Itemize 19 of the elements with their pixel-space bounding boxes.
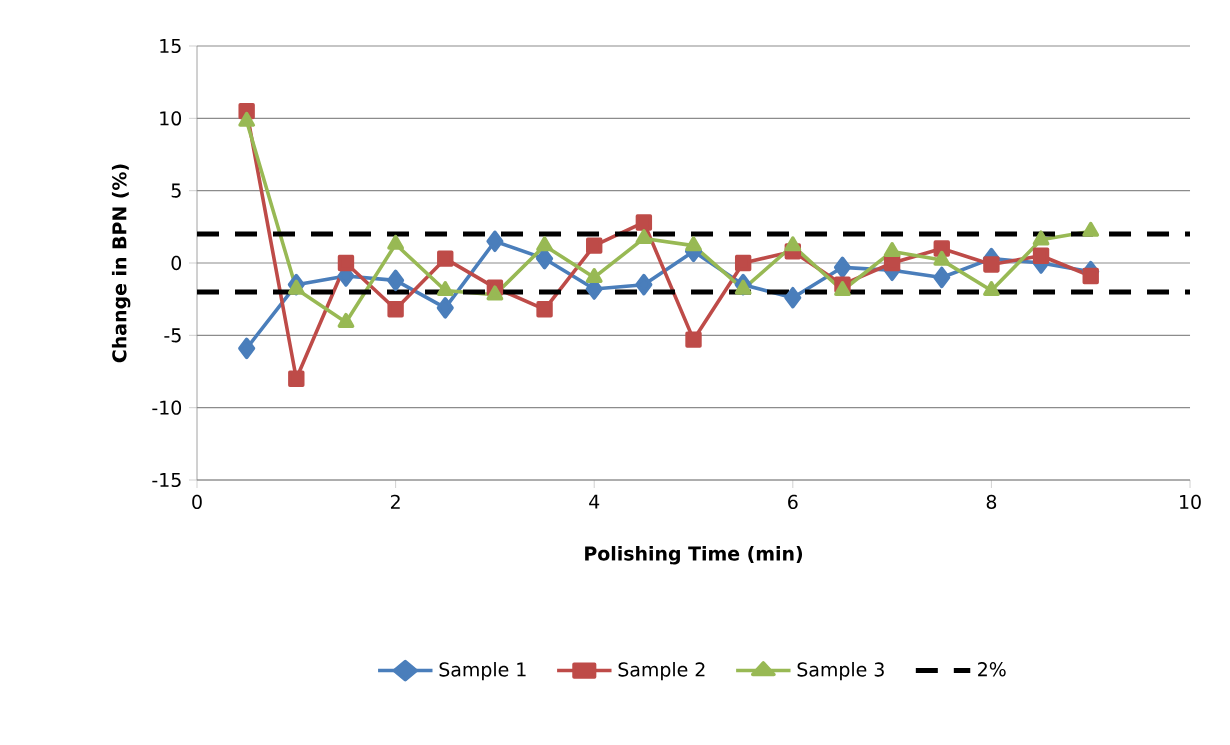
x-tick-label: 2 xyxy=(390,494,400,509)
y-tick-label: 10 xyxy=(160,111,182,126)
legend-label: Sample 3 xyxy=(797,661,884,681)
y-tick-label: -5 xyxy=(164,328,181,343)
legend-label: Sample 1 xyxy=(439,661,526,681)
y-tick-label: -10 xyxy=(152,400,182,415)
x-tick-label: 0 xyxy=(192,494,202,510)
x-tick-label: 6 xyxy=(788,494,798,510)
x-tick-label: 10 xyxy=(1180,494,1201,510)
x-axis-title: Polishing Time (min) xyxy=(585,546,803,565)
y-tick-label: -15 xyxy=(152,472,181,488)
y-axis-title: Change in BPN (%) xyxy=(111,164,131,363)
legend-label: 2% xyxy=(978,662,1006,677)
x-tick-label: 4 xyxy=(589,494,600,509)
y-tick-label: 0 xyxy=(171,255,182,271)
y-tick-label: 5 xyxy=(171,183,181,198)
y-tick-label: 15 xyxy=(160,38,181,54)
x-tick-label: 8 xyxy=(986,494,997,510)
legend-label: Sample 2 xyxy=(618,661,705,681)
